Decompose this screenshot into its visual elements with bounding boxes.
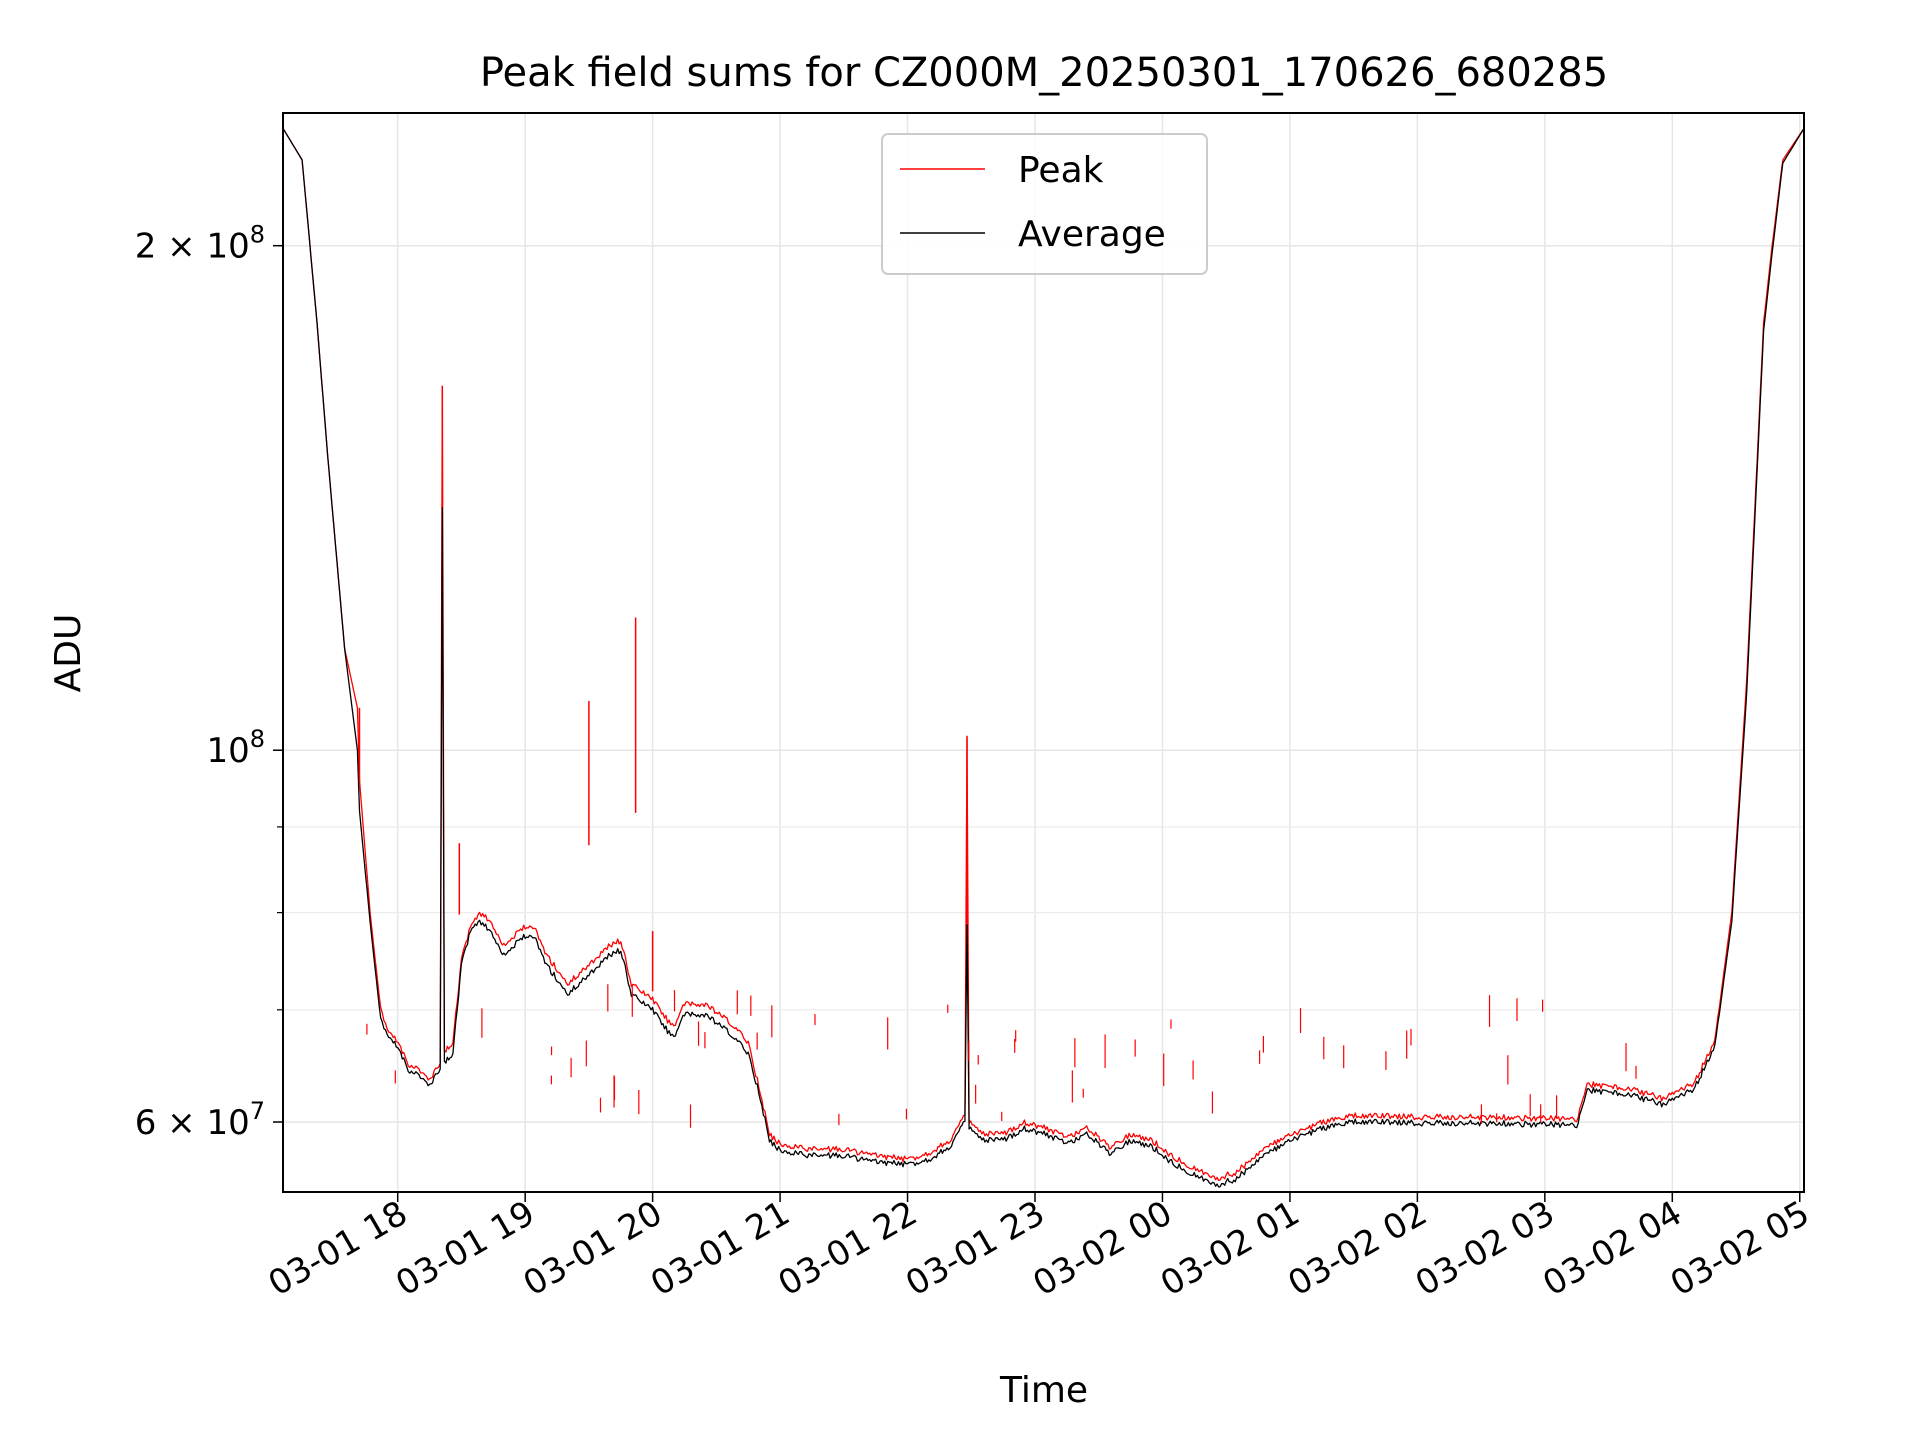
y-tick-label: 6 × 107 bbox=[135, 1097, 265, 1143]
legend-average-label: Average bbox=[1018, 214, 1166, 255]
legend: Peak Average bbox=[881, 133, 1208, 275]
plot-frame bbox=[282, 112, 1805, 1193]
series-line-peak bbox=[283, 127, 1804, 1182]
chart-title: Peak field sums for CZ000M_20250301_1706… bbox=[480, 50, 1608, 96]
series-line-average bbox=[283, 127, 1804, 1188]
x-axis-label: Time bbox=[999, 1370, 1088, 1411]
y-tick-label: 108 bbox=[206, 725, 265, 771]
plot-area bbox=[283, 127, 1804, 1188]
legend-peak-label: Peak bbox=[1018, 150, 1104, 191]
y-tick-label: 2 × 108 bbox=[135, 221, 265, 267]
series-group bbox=[283, 127, 1804, 1188]
y-axis-label: ADU bbox=[48, 614, 89, 693]
